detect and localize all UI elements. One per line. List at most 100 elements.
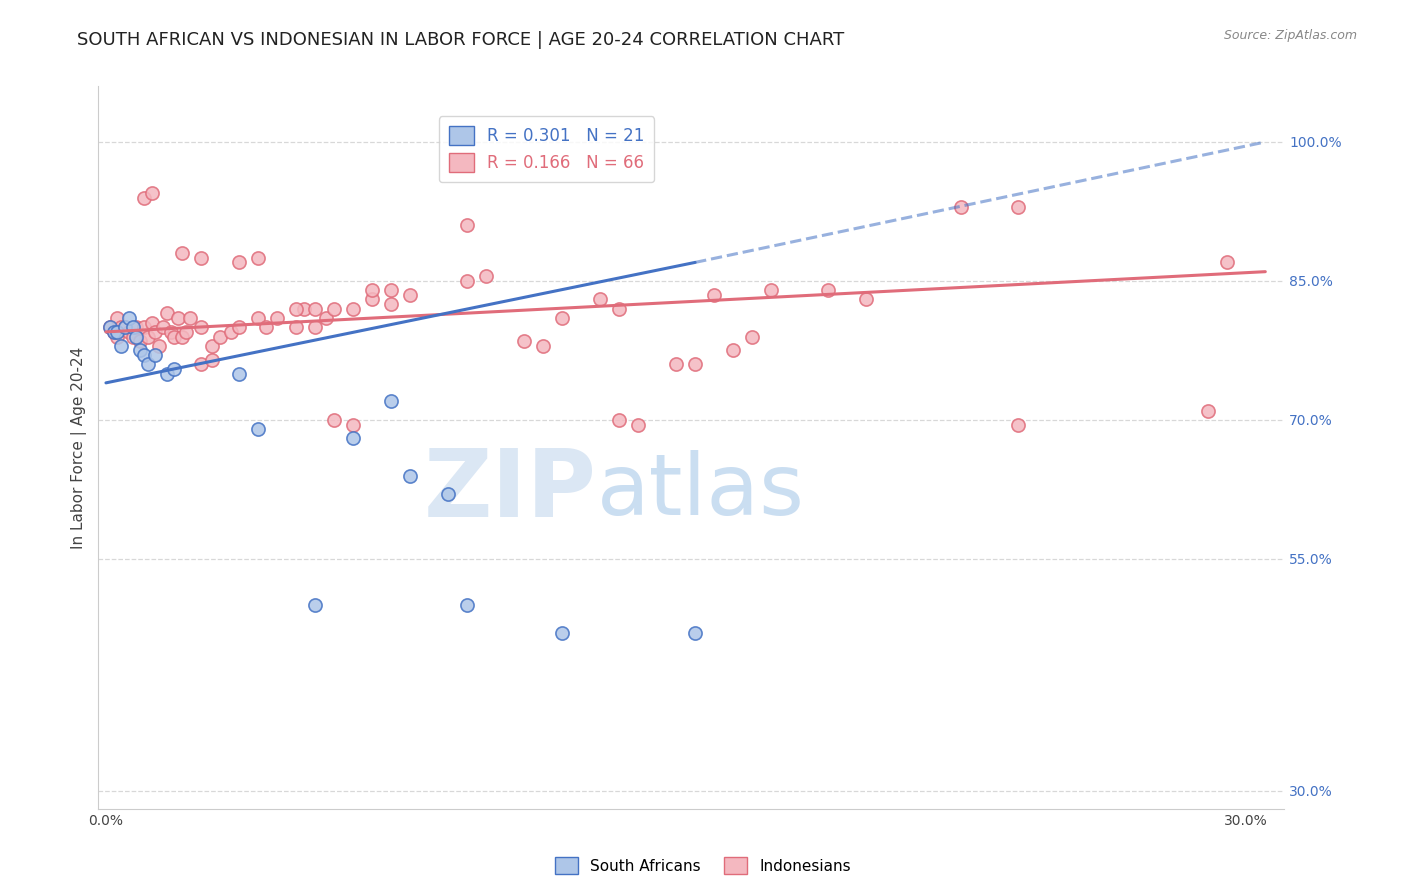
Text: atlas: atlas [596, 450, 804, 533]
Point [342, 301, 364, 316]
Point [105, 329, 128, 343]
Point [607, 301, 630, 316]
Point [105, 325, 128, 339]
Point [145, 325, 167, 339]
Text: Source: ZipAtlas.com: Source: ZipAtlas.com [1223, 29, 1357, 42]
Point [136, 357, 159, 371]
Point [254, 320, 277, 334]
Point [132, 320, 155, 334]
Point [141, 186, 163, 200]
Point [551, 626, 574, 640]
Point [304, 320, 326, 334]
Point [170, 246, 193, 260]
Point [132, 348, 155, 362]
Point [456, 219, 478, 233]
Point [1216, 255, 1239, 269]
Point [145, 348, 167, 362]
Point [129, 334, 152, 348]
Point [125, 320, 148, 334]
Point [156, 367, 179, 381]
Point [456, 274, 478, 288]
Point [1197, 403, 1219, 417]
Point [174, 325, 197, 339]
Point [285, 301, 308, 316]
Point [103, 325, 125, 339]
Point [98, 320, 121, 334]
Point [118, 325, 141, 339]
Point [208, 329, 231, 343]
Point [513, 334, 536, 348]
Point [114, 320, 136, 334]
Point [141, 316, 163, 330]
Legend: R = 0.301   N = 21, R = 0.166   N = 66: R = 0.301 N = 21, R = 0.166 N = 66 [439, 116, 654, 182]
Point [136, 329, 159, 343]
Point [266, 311, 288, 326]
Legend: South Africans, Indonesians: South Africans, Indonesians [550, 851, 856, 880]
Point [132, 190, 155, 204]
Point [399, 468, 422, 483]
Point [665, 357, 688, 371]
Point [1007, 417, 1029, 432]
Point [246, 251, 269, 265]
Point [159, 325, 181, 339]
Point [475, 269, 498, 284]
Point [167, 311, 190, 326]
Point [190, 357, 212, 371]
Point [342, 432, 364, 446]
Point [703, 288, 725, 302]
Point [741, 329, 763, 343]
Point [380, 283, 402, 297]
Point [531, 339, 554, 353]
Point [399, 288, 422, 302]
Point [627, 417, 650, 432]
Point [607, 413, 630, 427]
Point [201, 339, 224, 353]
Point [190, 251, 212, 265]
Point [589, 293, 612, 307]
Point [246, 311, 269, 326]
Point [304, 301, 326, 316]
Point [125, 329, 148, 343]
Point [105, 311, 128, 326]
Point [114, 320, 136, 334]
Point [361, 293, 384, 307]
Point [721, 343, 744, 358]
Point [246, 422, 269, 436]
Point [855, 293, 877, 307]
Point [221, 325, 243, 339]
Point [361, 283, 384, 297]
Point [456, 599, 478, 613]
Point [380, 394, 402, 409]
Point [228, 320, 250, 334]
Point [179, 311, 201, 326]
Point [156, 306, 179, 320]
Point [1007, 200, 1029, 214]
Point [380, 297, 402, 311]
Text: ZIP: ZIP [423, 445, 596, 537]
Point [103, 325, 125, 339]
Point [190, 320, 212, 334]
Point [683, 626, 706, 640]
Point [817, 283, 839, 297]
Point [228, 367, 250, 381]
Point [129, 343, 152, 358]
Point [163, 329, 186, 343]
Point [170, 329, 193, 343]
Point [304, 599, 326, 613]
Point [323, 413, 346, 427]
Point [121, 320, 143, 334]
Point [285, 320, 308, 334]
Point [342, 417, 364, 432]
Y-axis label: In Labor Force | Age 20-24: In Labor Force | Age 20-24 [72, 347, 87, 549]
Point [163, 362, 186, 376]
Point [118, 311, 141, 326]
Point [437, 487, 460, 501]
Point [98, 320, 121, 334]
Point [121, 329, 143, 343]
Point [201, 352, 224, 367]
Point [228, 255, 250, 269]
Point [292, 301, 315, 316]
Point [759, 283, 782, 297]
Text: SOUTH AFRICAN VS INDONESIAN IN LABOR FORCE | AGE 20-24 CORRELATION CHART: SOUTH AFRICAN VS INDONESIAN IN LABOR FOR… [77, 31, 845, 49]
Point [323, 301, 346, 316]
